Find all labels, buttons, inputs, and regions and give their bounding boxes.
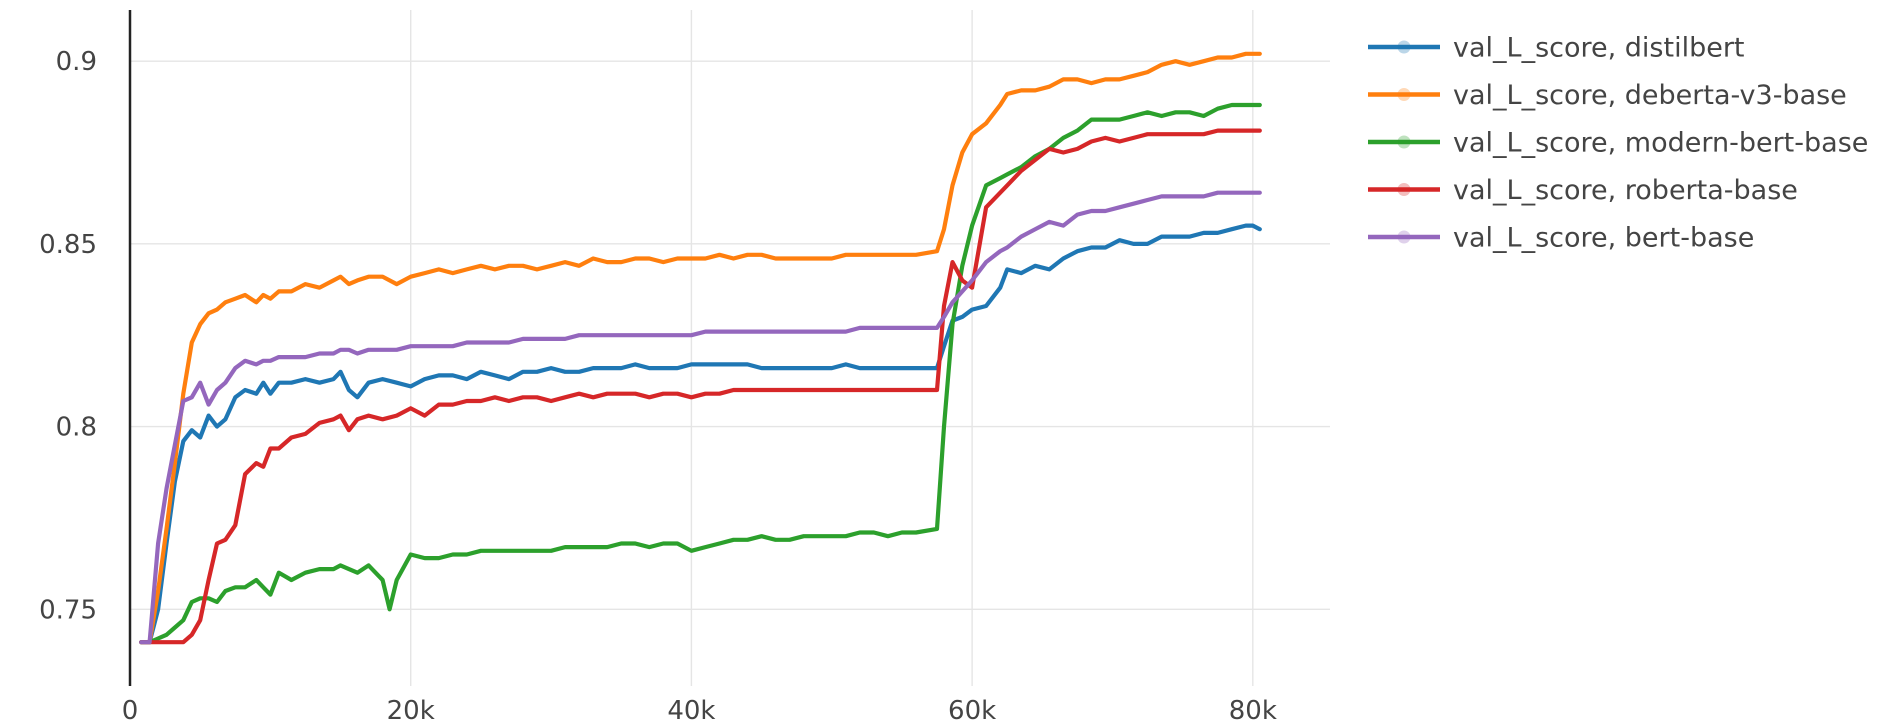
legend-label-4: val_L_score, bert-base [1453, 223, 1754, 254]
legend-label-0: val_L_score, distilbert [1453, 33, 1745, 64]
y-tick-label-0: 0.75 [39, 595, 97, 625]
x-tick-label-3: 60k [948, 696, 996, 726]
legend-item-1[interactable]: val_L_score, deberta-v3-base [1368, 80, 1847, 111]
legend-swatch-marker-4 [1397, 230, 1411, 244]
legend-swatch-marker-0 [1397, 40, 1411, 54]
series-line-3 [139, 128, 1262, 645]
x-tick-label-1: 20k [387, 696, 435, 726]
x-tick-label-4: 80k [1229, 696, 1277, 726]
legend-item-0[interactable]: val_L_score, distilbert [1368, 33, 1745, 64]
y-axis-ticks: 0.75 0.8 0.85 0.9 [39, 47, 97, 625]
series-line-1 [139, 51, 1262, 645]
legend-item-4[interactable]: val_L_score, bert-base [1368, 223, 1754, 254]
legend-label-1: val_L_score, deberta-v3-base [1453, 80, 1847, 111]
x-axis-ticks: 0 20k 40k 60k 80k [122, 696, 1277, 726]
legend: val_L_score, distilbert val_L_score, debe… [1368, 33, 1868, 254]
y-tick-label-2: 0.85 [39, 230, 97, 260]
legend-swatch-marker-2 [1397, 135, 1411, 149]
series-line-0 [139, 223, 1262, 645]
legend-item-3[interactable]: val_L_score, roberta-base [1368, 175, 1798, 206]
series-lines [139, 51, 1262, 645]
legend-item-2[interactable]: val_L_score, modern-bert-base [1368, 128, 1868, 159]
y-tick-label-3: 0.9 [56, 47, 97, 77]
series-line-4 [139, 190, 1262, 645]
x-tick-label-0: 0 [122, 696, 139, 726]
y-tick-label-1: 0.8 [56, 413, 97, 443]
series-line-2 [139, 102, 1262, 645]
legend-label-3: val_L_score, roberta-base [1453, 175, 1798, 206]
x-tick-label-2: 40k [667, 696, 715, 726]
legend-swatch-marker-1 [1397, 88, 1411, 101]
legend-swatch-marker-3 [1397, 183, 1411, 196]
legend-label-2: val_L_score, modern-bert-base [1453, 128, 1868, 159]
